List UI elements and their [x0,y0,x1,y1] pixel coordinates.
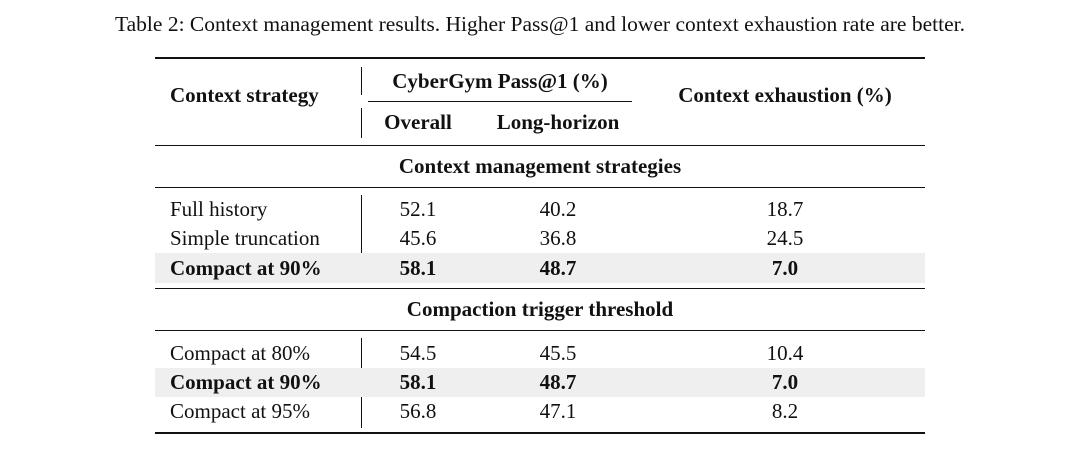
highlight-row-section2 [155,368,925,397]
section1-vline [361,195,362,283]
cell-long-horizon: 48.7 [539,370,577,394]
section2-top-rule [155,288,925,289]
table-caption: Table 2: Context management results. Hig… [115,12,965,36]
cell-exhaustion: 10.4 [766,341,804,365]
cell-long-horizon: 45.5 [539,341,577,365]
cell-overall: 54.5 [399,341,437,365]
cell-long-horizon: 36.8 [539,226,577,250]
section1-title-rule [155,187,925,188]
group-cmidrule [368,101,632,102]
highlight-row-section1 [155,253,925,283]
header-long-horizon: Long-horizon [496,110,620,134]
cell-exhaustion: 8.2 [771,399,799,423]
section-title: Compaction trigger threshold [406,297,674,321]
cell-exhaustion: 18.7 [766,197,804,221]
row-label: Full history [170,197,268,221]
top-rule [155,57,925,59]
header-context-strategy: Context strategy [170,83,319,107]
row-label: Compact at 90% [170,256,322,280]
cell-long-horizon: 48.7 [539,256,577,280]
row-label: Simple truncation [170,226,320,250]
header-vline-top [361,67,362,95]
section-title: Context management strategies [398,154,682,178]
row-label: Compact at 90% [170,370,322,394]
cell-exhaustion: 24.5 [766,226,804,250]
row-label: Compact at 80% [170,341,310,365]
header-overall: Overall [384,110,452,134]
cell-overall: 58.1 [399,370,437,394]
cell-long-horizon: 47.1 [539,399,577,423]
header-vline-bottom [361,108,362,138]
header-bottom-rule [155,145,925,146]
cell-overall: 56.8 [399,399,437,423]
cell-exhaustion: 7.0 [771,256,799,280]
header-context-exhaustion: Context exhaustion (%) [678,83,892,107]
cell-long-horizon: 40.2 [539,197,577,221]
header-group-pass1: CyberGym Pass@1 (%) [392,69,608,93]
row-label: Compact at 95% [170,399,310,423]
cell-overall: 45.6 [399,226,437,250]
cell-overall: 52.1 [399,197,437,221]
section2-title-rule [155,330,925,331]
cell-overall: 58.1 [399,256,437,280]
bottom-rule [155,432,925,434]
cell-exhaustion: 7.0 [771,370,799,394]
